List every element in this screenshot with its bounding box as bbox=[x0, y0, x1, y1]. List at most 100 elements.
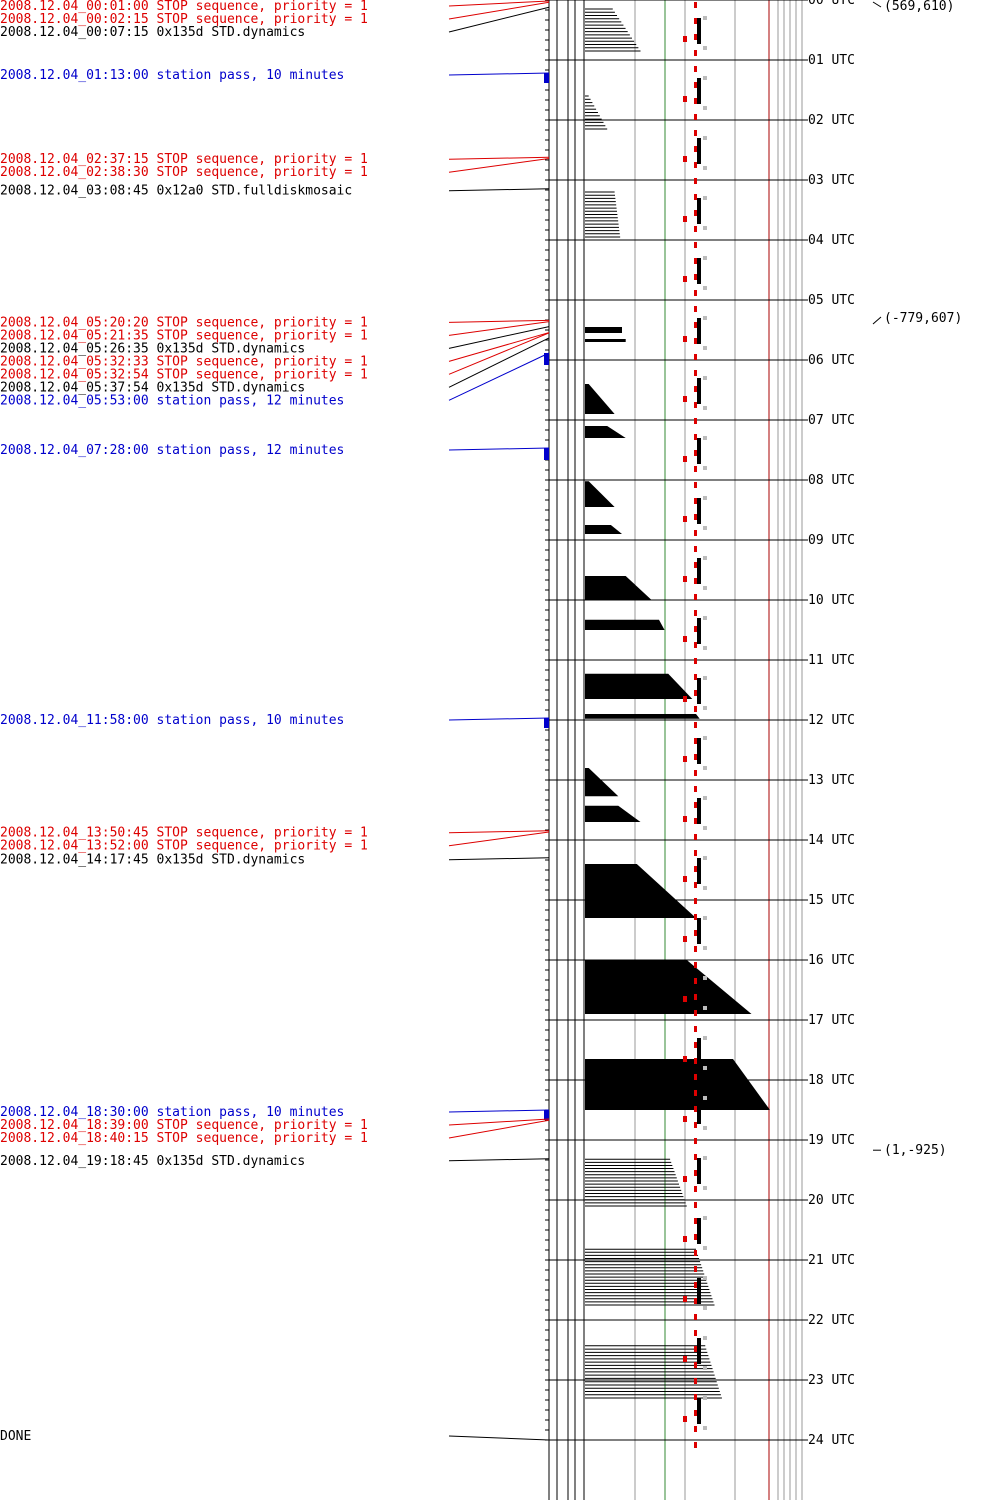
hourly-marker bbox=[697, 138, 701, 164]
hourly-marker-dot bbox=[703, 346, 707, 350]
hourly-marker-dot bbox=[703, 1036, 707, 1040]
hour-label: 04 UTC bbox=[808, 233, 855, 248]
hour-label: 08 UTC bbox=[808, 473, 855, 488]
station-pass-bar bbox=[544, 1110, 549, 1120]
red-event-marker bbox=[683, 1056, 687, 1062]
red-dash-marker bbox=[694, 194, 697, 200]
red-dash-marker bbox=[694, 674, 697, 680]
red-event-marker bbox=[683, 576, 687, 582]
hourly-marker-dot bbox=[703, 586, 707, 590]
hour-label: 24 UTC bbox=[808, 1433, 855, 1448]
hourly-marker bbox=[697, 1098, 701, 1124]
hourly-marker-dot bbox=[703, 796, 707, 800]
hourly-marker-dot bbox=[703, 556, 707, 560]
event-connector bbox=[448, 857, 550, 861]
red-event-marker bbox=[683, 636, 687, 642]
event-label: 2008.12.04_13:52:00 STOP sequence, prior… bbox=[0, 839, 368, 854]
red-dash-marker bbox=[694, 1362, 697, 1368]
event-label: 2008.12.04_19:18:45 0x135d STD.dynamics bbox=[0, 1154, 305, 1169]
hourly-marker-dot bbox=[703, 1186, 707, 1190]
hourly-marker bbox=[697, 1338, 701, 1364]
red-dash-marker bbox=[694, 1442, 697, 1448]
hour-label: 11 UTC bbox=[808, 653, 855, 668]
red-dash-marker bbox=[694, 594, 697, 600]
red-dash-marker bbox=[694, 866, 697, 872]
red-dash-marker bbox=[694, 946, 697, 952]
hourly-marker-dot bbox=[703, 526, 707, 530]
activity-block bbox=[585, 576, 652, 600]
event-label: 2008.12.04_02:37:15 STOP sequence, prior… bbox=[0, 152, 368, 167]
event-connector bbox=[448, 158, 550, 173]
hour-label: 22 UTC bbox=[808, 1313, 855, 1328]
hourly-marker-dot bbox=[703, 826, 707, 830]
activity-block bbox=[585, 619, 665, 630]
hourly-marker-dot bbox=[703, 1066, 707, 1070]
hourly-marker-dot bbox=[703, 1006, 707, 1010]
event-connector bbox=[448, 0, 550, 7]
red-event-marker bbox=[683, 456, 687, 462]
red-dash-marker bbox=[694, 706, 697, 712]
hourly-marker bbox=[697, 1158, 701, 1184]
hourly-marker-dot bbox=[703, 676, 707, 680]
hourly-marker-dot bbox=[703, 46, 707, 50]
hourly-marker bbox=[697, 558, 701, 584]
red-dash-marker bbox=[694, 322, 697, 328]
event-connector bbox=[448, 332, 550, 362]
hour-label: 05 UTC bbox=[808, 293, 855, 308]
station-pass-bar bbox=[544, 73, 549, 84]
red-dash-marker bbox=[694, 162, 697, 168]
red-dash-marker bbox=[694, 1250, 697, 1256]
hourly-marker-dot bbox=[703, 1126, 707, 1130]
hour-label: 10 UTC bbox=[808, 593, 855, 608]
hourly-marker-dot bbox=[703, 1246, 707, 1250]
red-dash-marker bbox=[694, 242, 697, 248]
red-event-marker bbox=[683, 936, 687, 942]
hourly-marker-dot bbox=[703, 226, 707, 230]
event-label: 2008.12.04_18:30:00 station pass, 10 min… bbox=[0, 1105, 344, 1120]
red-dash-marker bbox=[694, 786, 697, 792]
red-dash-marker bbox=[694, 930, 697, 936]
hourly-marker-dot bbox=[703, 1366, 707, 1370]
red-dash-marker bbox=[694, 658, 697, 664]
red-dash-marker bbox=[694, 1282, 697, 1288]
activity-block bbox=[585, 864, 696, 918]
red-dash-marker bbox=[694, 1058, 697, 1064]
activity-block bbox=[585, 327, 622, 333]
hourly-marker-dot bbox=[703, 766, 707, 770]
pointing-note: (1,-925) bbox=[884, 1143, 947, 1158]
event-label: 2008.12.04_18:39:00 STOP sequence, prior… bbox=[0, 1118, 368, 1133]
red-dash-marker bbox=[694, 994, 697, 1000]
hourly-marker-dot bbox=[703, 1336, 707, 1340]
event-connector bbox=[448, 326, 550, 349]
event-connector bbox=[448, 717, 550, 721]
hourly-marker bbox=[697, 798, 701, 824]
red-event-marker bbox=[683, 756, 687, 762]
red-dash-marker bbox=[694, 98, 697, 104]
red-dash-marker bbox=[694, 386, 697, 392]
red-event-marker bbox=[683, 1416, 687, 1422]
activity-block bbox=[585, 673, 693, 699]
event-connector bbox=[448, 447, 550, 451]
red-event-marker bbox=[683, 1176, 687, 1182]
red-event-marker bbox=[683, 996, 687, 1002]
event-connector bbox=[448, 72, 550, 76]
hourly-marker-dot bbox=[703, 736, 707, 740]
red-dash-marker bbox=[694, 546, 697, 552]
red-dash-marker bbox=[694, 1106, 697, 1112]
hourly-marker-dot bbox=[703, 136, 707, 140]
hourly-marker-dot bbox=[703, 286, 707, 290]
red-dash-marker bbox=[694, 690, 697, 696]
event-label: 2008.12.04_00:01:00 STOP sequence, prior… bbox=[0, 0, 368, 14]
red-dash-marker bbox=[694, 1026, 697, 1032]
hourly-marker-dot bbox=[703, 1156, 707, 1160]
pointing-marker bbox=[872, 316, 882, 325]
red-dash-marker bbox=[694, 50, 697, 56]
red-event-marker bbox=[683, 276, 687, 282]
red-dash-marker bbox=[694, 226, 697, 232]
event-label: 2008.12.04_05:20:20 STOP sequence, prior… bbox=[0, 315, 368, 330]
red-event-marker bbox=[683, 216, 687, 222]
pointing-note: (569,610) bbox=[884, 0, 954, 14]
red-dash-marker bbox=[694, 290, 697, 296]
event-connector bbox=[448, 1118, 550, 1126]
hourly-marker-dot bbox=[703, 496, 707, 500]
